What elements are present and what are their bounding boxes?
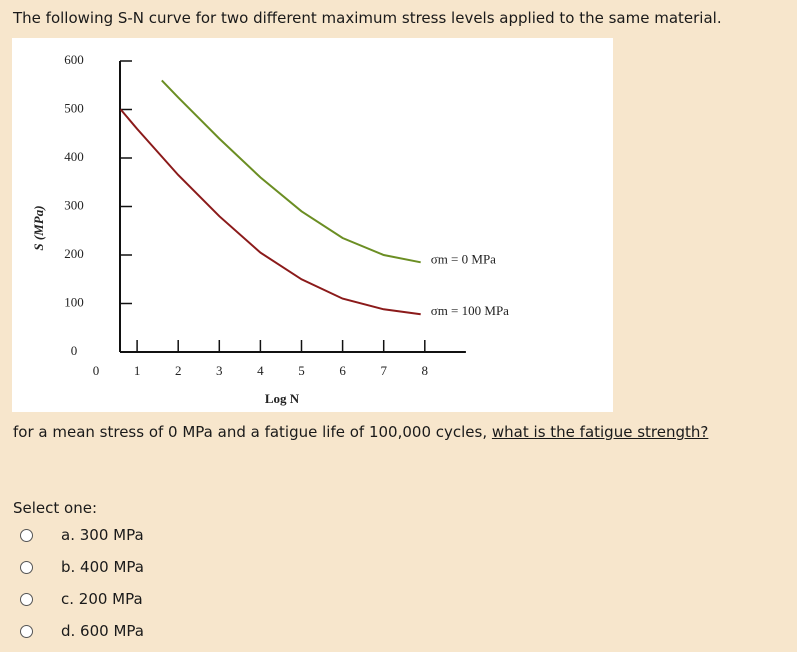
radio[interactable] bbox=[20, 560, 33, 574]
legend-label: σm = 100 MPa bbox=[431, 303, 509, 318]
x-tick-label: 4 bbox=[257, 363, 264, 378]
x-tick-label: 0 bbox=[93, 363, 100, 378]
y-tick-label: 500 bbox=[64, 100, 84, 115]
radio[interactable] bbox=[20, 624, 33, 638]
option[interactable]: c. 200 MPa bbox=[20, 588, 143, 610]
legend-label: σm = 0 MPa bbox=[431, 251, 496, 266]
option-label: d. 600 MPa bbox=[61, 622, 144, 640]
y-tick-label: 600 bbox=[64, 52, 84, 67]
curve bbox=[161, 79, 421, 264]
option[interactable]: a. 300 MPa bbox=[20, 524, 144, 546]
y-tick-label: 200 bbox=[64, 246, 84, 261]
option-label: c. 200 MPa bbox=[61, 590, 143, 608]
select-label: Select one: bbox=[13, 499, 98, 517]
y-tick-label: 300 bbox=[64, 197, 84, 212]
x-axis-label: Log N bbox=[265, 391, 300, 406]
radio[interactable] bbox=[20, 592, 33, 606]
x-tick-label: 6 bbox=[339, 363, 346, 378]
intro: The following S-N curve for two differen… bbox=[13, 9, 722, 27]
option[interactable]: b. 400 MPa bbox=[20, 556, 144, 578]
x-tick-label: 3 bbox=[216, 363, 223, 378]
chart: Log N S (MPa) 0 100 200 300 400 500 600 0 1 2 3 4 5 6… bbox=[12, 38, 613, 412]
radio[interactable] bbox=[20, 528, 33, 542]
option[interactable]: d. 600 MPa bbox=[20, 620, 144, 642]
chart-bg bbox=[12, 38, 613, 412]
x-tick-label: 7 bbox=[380, 363, 387, 378]
question-link[interactable]: what is the fatigue strength? bbox=[491, 423, 709, 441]
y-tick-label: 0 bbox=[71, 343, 78, 358]
option-label: b. 400 MPa bbox=[61, 558, 144, 576]
curve bbox=[119, 108, 421, 316]
x-tick-label: 2 bbox=[175, 363, 182, 378]
y-tick-label: 400 bbox=[64, 149, 84, 164]
y-tick-label: 100 bbox=[64, 294, 84, 309]
y-axis-label: S (MPa) bbox=[31, 205, 46, 250]
question-text: for a mean stress of 0 MPa and a fatigue… bbox=[13, 423, 708, 441]
x-tick-label: 8 bbox=[422, 363, 429, 378]
x-tick-label: 5 bbox=[298, 363, 305, 378]
option-label: a. 300 MPa bbox=[61, 526, 144, 544]
x-tick-label: 1 bbox=[134, 363, 141, 378]
question: for a mean stress of 0 MPa and a fatigue… bbox=[13, 423, 488, 441]
